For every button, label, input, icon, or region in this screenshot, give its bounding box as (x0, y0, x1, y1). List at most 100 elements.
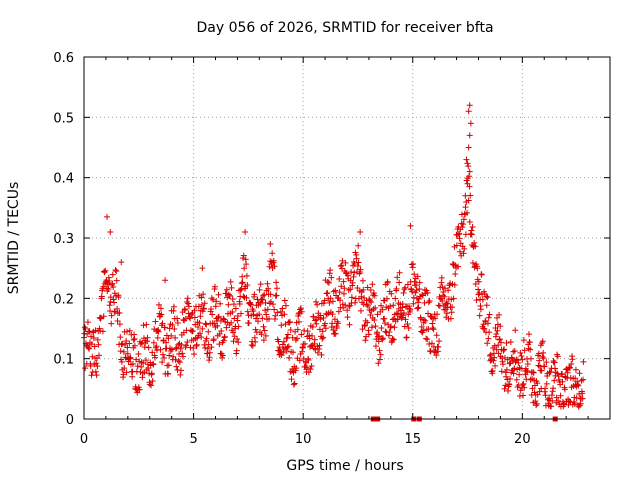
data-point (502, 382, 509, 389)
data-point (309, 324, 316, 331)
data-point (512, 327, 519, 334)
data-point (387, 323, 394, 330)
data-point (338, 283, 345, 290)
data-point (203, 335, 210, 342)
data-point (530, 369, 537, 376)
data-point (486, 311, 493, 318)
data-point (401, 286, 408, 293)
data-point (191, 351, 198, 358)
data-point (368, 299, 375, 306)
data-point (364, 319, 371, 326)
data-point (425, 326, 432, 333)
data-point (466, 173, 473, 180)
data-point (316, 342, 323, 349)
data-point (359, 326, 366, 333)
data-point (254, 318, 261, 325)
data-point (269, 301, 276, 308)
data-point (542, 385, 549, 392)
data-point (396, 279, 403, 286)
data-point (235, 339, 242, 346)
data-point (536, 357, 543, 364)
data-point (250, 311, 257, 318)
data-point (181, 317, 188, 324)
data-point (357, 228, 364, 235)
data-point (213, 298, 220, 305)
data-point (392, 295, 399, 302)
data-point (543, 380, 550, 387)
data-point (428, 340, 435, 347)
data-point (198, 334, 205, 341)
data-point (375, 338, 382, 345)
data-point (324, 289, 331, 296)
data-point (202, 344, 209, 351)
data-point (435, 343, 442, 350)
data-point (547, 368, 554, 375)
data-point (569, 356, 576, 363)
data-point (504, 376, 511, 383)
data-point (130, 336, 137, 343)
data-point (368, 324, 375, 331)
data-point (410, 300, 417, 307)
data-point (518, 352, 525, 359)
data-point (225, 301, 232, 308)
data-point (209, 311, 216, 318)
y-tick-label: 0.1 (53, 353, 74, 368)
data-point (363, 301, 370, 308)
data-point (104, 213, 111, 220)
data-point (311, 336, 318, 343)
data-point (144, 334, 151, 341)
data-point (210, 296, 217, 303)
data-point (459, 224, 466, 231)
data-point (457, 240, 464, 247)
data-point (507, 375, 514, 382)
data-point (177, 371, 184, 378)
data-point (161, 324, 168, 331)
data-point (284, 344, 291, 351)
data-point (401, 323, 408, 330)
x-ticks: 0 5 10 15 20 (80, 57, 589, 447)
x-tick-label: 15 (404, 432, 421, 447)
data-point (486, 329, 493, 336)
data-point (322, 320, 329, 327)
y-tick-label: 0.2 (53, 292, 74, 307)
data-point (328, 274, 335, 281)
data-point (460, 221, 467, 228)
data-point (400, 309, 407, 316)
data-point (535, 350, 542, 357)
data-point (163, 339, 170, 346)
data-point (491, 354, 498, 361)
data-point (257, 281, 264, 288)
data-point (474, 265, 481, 272)
data-point (411, 271, 418, 278)
data-point (124, 350, 131, 357)
data-point (426, 297, 433, 304)
data-point (423, 335, 430, 342)
data-point (110, 284, 117, 291)
data-point (294, 326, 301, 333)
data-point (169, 321, 176, 328)
data-point (551, 377, 558, 384)
data-point (370, 290, 377, 297)
data-point (272, 292, 279, 299)
data-point (443, 310, 450, 317)
data-point (362, 337, 369, 344)
data-point (407, 222, 414, 229)
data-point (441, 293, 448, 300)
data-point (92, 368, 99, 375)
data-point (412, 289, 419, 296)
data-point (439, 298, 446, 305)
data-point (95, 341, 102, 348)
data-point (267, 291, 274, 298)
data-point (279, 341, 286, 348)
data-point (503, 366, 510, 373)
data-point (272, 312, 279, 319)
data-point (371, 317, 378, 324)
data-point (424, 289, 431, 296)
data-point (429, 325, 436, 332)
data-point (260, 337, 267, 344)
data-point (379, 336, 386, 343)
data-point (382, 320, 389, 327)
data-point (177, 345, 184, 352)
data-point (189, 328, 196, 335)
data-points (81, 102, 587, 422)
